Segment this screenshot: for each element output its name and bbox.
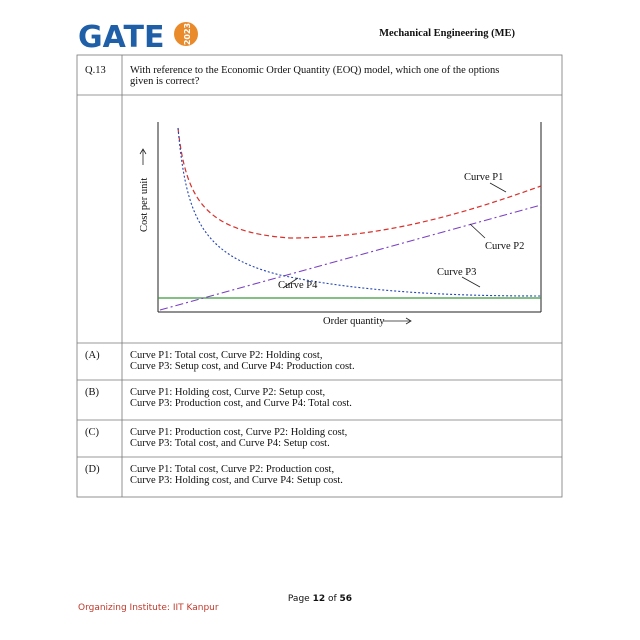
paper-title: Mechanical Engineering (ME) — [379, 28, 515, 39]
option-label: (B) — [85, 387, 100, 398]
question-text: With reference to the Economic Order Qua… — [130, 65, 499, 87]
option-label: (C) — [85, 427, 100, 438]
page-number: 12 — [313, 594, 326, 604]
y-axis-label: Cost per unit — [139, 178, 150, 232]
curve-p3 — [177, 127, 542, 297]
option-text: Curve P1: Total cost, Curve P2: Holding … — [130, 350, 322, 361]
figure-axes — [157, 122, 542, 313]
logo: GATE — [78, 20, 164, 55]
logo-year: 2023 — [183, 23, 192, 45]
option-label: (D) — [85, 464, 100, 475]
logo-badge — [174, 22, 198, 46]
x-axis-label: Order quantity — [323, 316, 385, 327]
option-text: Curve P1: Production cost, Curve P2: Hol… — [130, 427, 347, 438]
option-text: Curve P3: Production cost, and Curve P4:… — [130, 398, 352, 409]
curve-label: Curve P3 — [437, 267, 476, 278]
curve-label: Curve P1 — [464, 172, 503, 183]
page-of: of — [328, 594, 338, 604]
callout-arrows — [139, 148, 507, 325]
curve-label: Curve P2 — [485, 241, 524, 252]
curve-p1 — [177, 127, 542, 239]
page-total: 56 — [340, 594, 353, 604]
option-text: Curve P3: Total cost, and Curve P4: Setu… — [130, 438, 330, 449]
institute: Organizing Institute: IIT Kanpur — [78, 603, 219, 613]
option-text: Curve P3: Setup cost, and Curve P4: Prod… — [130, 361, 355, 372]
page-counter: Page 12 of 56 — [288, 594, 352, 604]
curve-label: Curve P4 — [278, 280, 318, 291]
option-text: Curve P1: Total cost, Curve P2: Producti… — [130, 464, 334, 475]
option-text: Curve P3: Holding cost, and Curve P4: Se… — [130, 475, 343, 486]
table-grid — [76, 54, 563, 498]
curve-p2 — [159, 204, 542, 311]
option-label: (A) — [85, 350, 100, 361]
page-label: Page — [288, 594, 310, 604]
option-text: Curve P1: Holding cost, Curve P2: Setup … — [130, 387, 325, 398]
question-number: Q.13 — [85, 65, 106, 76]
options: (A) Curve P1: Total cost, Curve P2: Holdi… — [85, 350, 355, 486]
figure: Curve P1 Curve P2 Curve P3 Curve P4 Orde… — [139, 122, 542, 327]
